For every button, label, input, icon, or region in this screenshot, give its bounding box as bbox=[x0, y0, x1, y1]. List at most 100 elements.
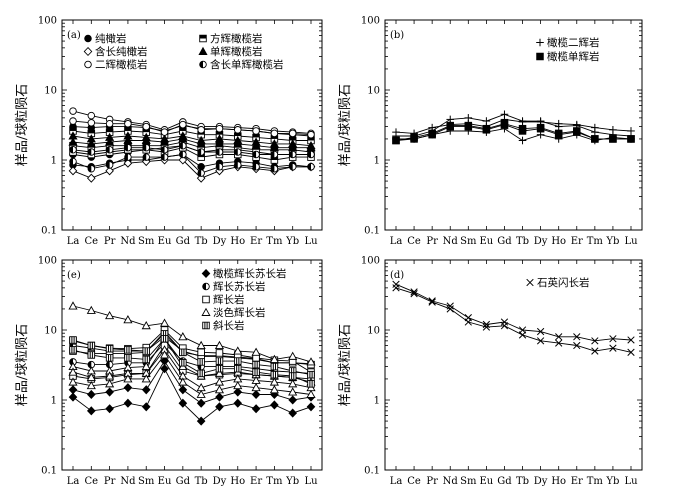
panel-e-series-9-point-yb bbox=[288, 379, 298, 388]
panel-e-series-12-point-ho bbox=[234, 364, 242, 373]
panel-d-series-1-point-er bbox=[573, 341, 581, 350]
panel-e-x-tick-label-gd: Gd bbox=[176, 476, 191, 487]
panel-e-series-0-point-la bbox=[68, 392, 78, 402]
panel-b-series-1-line bbox=[396, 113, 632, 137]
panel-a-legend-marker-5 bbox=[199, 60, 207, 69]
panel-e-series-12-point-nd bbox=[124, 354, 132, 362]
panel-e-series-1-point-sm bbox=[141, 385, 151, 395]
panel-e-series-11-point-nd bbox=[124, 346, 132, 354]
panel-e-series-0-point-gd bbox=[178, 398, 188, 408]
panel-e-series-9-line bbox=[72, 349, 312, 389]
panel-e-legend-label-1: 辉长苏长岩 bbox=[213, 280, 266, 293]
panel-a-series-7-point-ce bbox=[86, 139, 96, 148]
panel-b-series-1-point-sm bbox=[464, 114, 473, 122]
panel-e-series-9-point-ce bbox=[86, 372, 96, 381]
panel-e-chart: 0.1 1 10 100 La Ce Pr Nd Sm Eu Gd Tb Dy Ho Er Tm Yb Lu 样品/… bbox=[15, 256, 323, 487]
panel-b-series-1-point-tb bbox=[518, 117, 527, 125]
panel-b-y-tick-label: 10 bbox=[367, 86, 380, 97]
panel-b-series-1-point-tm bbox=[591, 128, 599, 136]
panel-a-series-8-point-ho bbox=[233, 135, 243, 144]
panel-e-series-1-point-er bbox=[251, 389, 261, 400]
panel-b-x-tick-label-gd: Gd bbox=[497, 236, 512, 247]
panel-d-series-1-point-lu bbox=[627, 348, 635, 356]
panel-b-series-4-point-er bbox=[573, 127, 581, 135]
panel-d-x-tick-label-ce: Ce bbox=[407, 476, 421, 487]
panel-a-legend-label-1: 方辉橄榄岩 bbox=[210, 32, 263, 45]
panel-d-y-axis-label: 样品/球粒陨石 bbox=[338, 324, 353, 406]
panel-b-series-4-point-ce bbox=[410, 133, 418, 142]
panel-a-series-12-point-ce bbox=[87, 148, 96, 156]
panel-e-series-10-point-gd bbox=[178, 377, 188, 386]
panel-b-series-4-point-la bbox=[392, 136, 400, 145]
panel-a-series-12-point-sm bbox=[142, 143, 150, 152]
panel-a-series-10-point-lu bbox=[307, 130, 315, 139]
panel-a-series-10-point-tm bbox=[270, 129, 279, 138]
panel-b-series-4-point-lu bbox=[627, 135, 635, 143]
panel-b-legend-label-0: 橄榄二辉岩 bbox=[547, 36, 600, 49]
panel-d-series-1-point-gd bbox=[500, 322, 509, 330]
panel-a-series-10-point-ho bbox=[234, 126, 242, 134]
panel-e-series-1-point-yb bbox=[288, 395, 298, 405]
panel-a-series-10-point-tb bbox=[197, 126, 205, 134]
panel-e-series-12-point-er bbox=[252, 368, 260, 376]
panel-e-series-1-point-ce bbox=[86, 389, 96, 400]
panel-a-y-tick-label: 10 bbox=[44, 86, 57, 97]
panel-b-panel-label: (b) bbox=[390, 30, 404, 41]
panel-e-series-0-point-er bbox=[251, 404, 261, 414]
panel-d-series-0-point-er bbox=[573, 333, 581, 341]
panel-d-series-0-point-tm bbox=[591, 337, 599, 345]
panel-a-legend-marker-0 bbox=[84, 34, 92, 43]
panel-a-chart: 0.1 1 10 100 La Ce Pr Nd Sm Eu Gd Tb Dy Ho Er Tm Yb Lu 样品/… bbox=[15, 16, 323, 247]
panel-b-x-tick-label-ho: Ho bbox=[551, 236, 566, 247]
panel-e-series-11-point-pr bbox=[105, 344, 114, 353]
panel-b-x-tick-label-sm: Sm bbox=[460, 236, 477, 247]
panel-a-y-tick-label: 1 bbox=[51, 156, 57, 167]
panel-e-series-12-point-la bbox=[69, 346, 77, 354]
panel-b-series-1 bbox=[392, 110, 635, 140]
panel-b-x-tick-label-eu: Eu bbox=[480, 236, 494, 247]
panel-a-series-12-point-lu bbox=[307, 150, 315, 159]
panel-a-series-8-point-sm bbox=[141, 132, 151, 141]
panel-e-series-12-point-gd bbox=[179, 359, 187, 367]
panel-e-legend-label-3: 淡色辉长岩 bbox=[213, 306, 266, 319]
panel-e-series-0-point-ce bbox=[86, 406, 96, 416]
panel-b-x-tick-label-tm: Tm bbox=[587, 236, 604, 247]
panel-a-series-6-point-pr bbox=[105, 166, 114, 176]
panel-a-series-12-point-eu bbox=[160, 146, 169, 154]
panel-e-y-tick-label: 100 bbox=[38, 256, 57, 267]
panel-a-legend-marker-2 bbox=[83, 46, 93, 57]
panel-d-series-1-point-yb bbox=[609, 344, 617, 352]
panel-a-series-12-point-tb bbox=[197, 148, 205, 156]
panel-a-series-6-point-nd bbox=[123, 158, 133, 168]
panel-d-series-1-line bbox=[395, 287, 632, 353]
panel-e-series-10-point-er bbox=[251, 382, 261, 392]
panel-b-series-4-point-tm bbox=[591, 135, 599, 143]
panel-e-y-tick-label: 0.1 bbox=[41, 466, 57, 477]
panel-e-series-12-point-sm bbox=[142, 355, 150, 364]
panel-a-series-8-point-yb bbox=[288, 139, 298, 148]
panel-d-x-tick-label-eu: Eu bbox=[480, 476, 494, 487]
panel-e-x-tick-label-eu: Eu bbox=[158, 476, 172, 487]
panel-e-series-1-point-eu bbox=[160, 356, 169, 366]
panel-e-series-7-point-er bbox=[251, 347, 261, 356]
panel-a-series-10-point-er bbox=[252, 127, 260, 135]
panel-b-x-tick-label-tb: Tb bbox=[516, 236, 529, 247]
panel-e-series-12-point-yb bbox=[288, 372, 297, 380]
panel-a-series-9 bbox=[69, 107, 315, 138]
panel-b-y-tick-label: 1 bbox=[374, 156, 380, 167]
panel-a-series-8-point-lu bbox=[306, 140, 316, 150]
panel-b-y-tick-label: 0.1 bbox=[364, 226, 380, 237]
panel-a-series-12-point-yb bbox=[288, 150, 297, 159]
panel-a-series-12-point-dy bbox=[215, 148, 224, 156]
panel-b-x-tick-label-pr: Pr bbox=[426, 236, 438, 247]
panel-e-x-tick-label-pr: Pr bbox=[104, 476, 116, 487]
panel-d-series-0-point-la bbox=[392, 280, 400, 288]
panel-d-series-1-point-tm bbox=[591, 347, 599, 355]
panel-e-series-1-point-pr bbox=[105, 387, 114, 397]
panel-e-series-11-point-dy bbox=[215, 357, 224, 365]
panel-d-series-0-point-yb bbox=[609, 335, 617, 343]
panel-a-series-10-point-nd bbox=[124, 119, 132, 128]
